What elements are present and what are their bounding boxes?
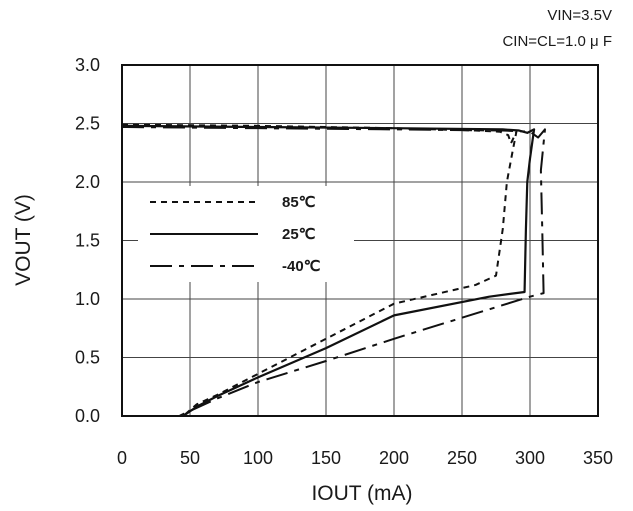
series-layer: [121, 123, 546, 417]
y-tick-label-1: 0.5: [75, 348, 100, 368]
y-tick-label-4: 2.0: [75, 172, 100, 192]
y-tick-label-2: 1.0: [75, 289, 100, 309]
x-tick-label-7: 350: [583, 448, 613, 468]
x-axis-title: IOUT (mA): [311, 482, 412, 505]
x-tick-label-6: 300: [515, 448, 545, 468]
tick-labels: 0 50 100 150 200 250 300 350 0.0 0.5 1.0 1.5 2.0 2.5 3…: [75, 55, 613, 468]
x-tick-label-2: 100: [243, 448, 273, 468]
x-tick-label-5: 250: [447, 448, 477, 468]
legend-label-m40c: -40℃: [282, 258, 321, 275]
x-tick-label-0: 0: [117, 448, 127, 468]
y-axis-title: VOUT (V): [12, 194, 35, 286]
x-tick-label-1: 50: [180, 448, 200, 468]
y-tick-label-0: 0.0: [75, 406, 100, 426]
legend-label-85c: 85℃: [282, 194, 316, 211]
x-tick-label-4: 200: [379, 448, 409, 468]
y-tick-label-3: 1.5: [75, 231, 100, 251]
series-line-1: [121, 124, 536, 417]
series-line-2: [121, 126, 546, 417]
legend: 85℃ 25℃ -40℃: [138, 186, 354, 282]
condition-cin-cl: CIN=CL=1.0 μ F: [502, 33, 612, 50]
plot-frame: [121, 64, 599, 417]
y-tick-label-6: 3.0: [75, 55, 100, 75]
x-tick-label-3: 150: [311, 448, 341, 468]
y-tick-label-5: 2.5: [75, 114, 100, 134]
legend-label-25c: 25℃: [282, 226, 316, 243]
series-line-0: [121, 123, 518, 417]
condition-vin: VIN=3.5V: [547, 7, 612, 24]
